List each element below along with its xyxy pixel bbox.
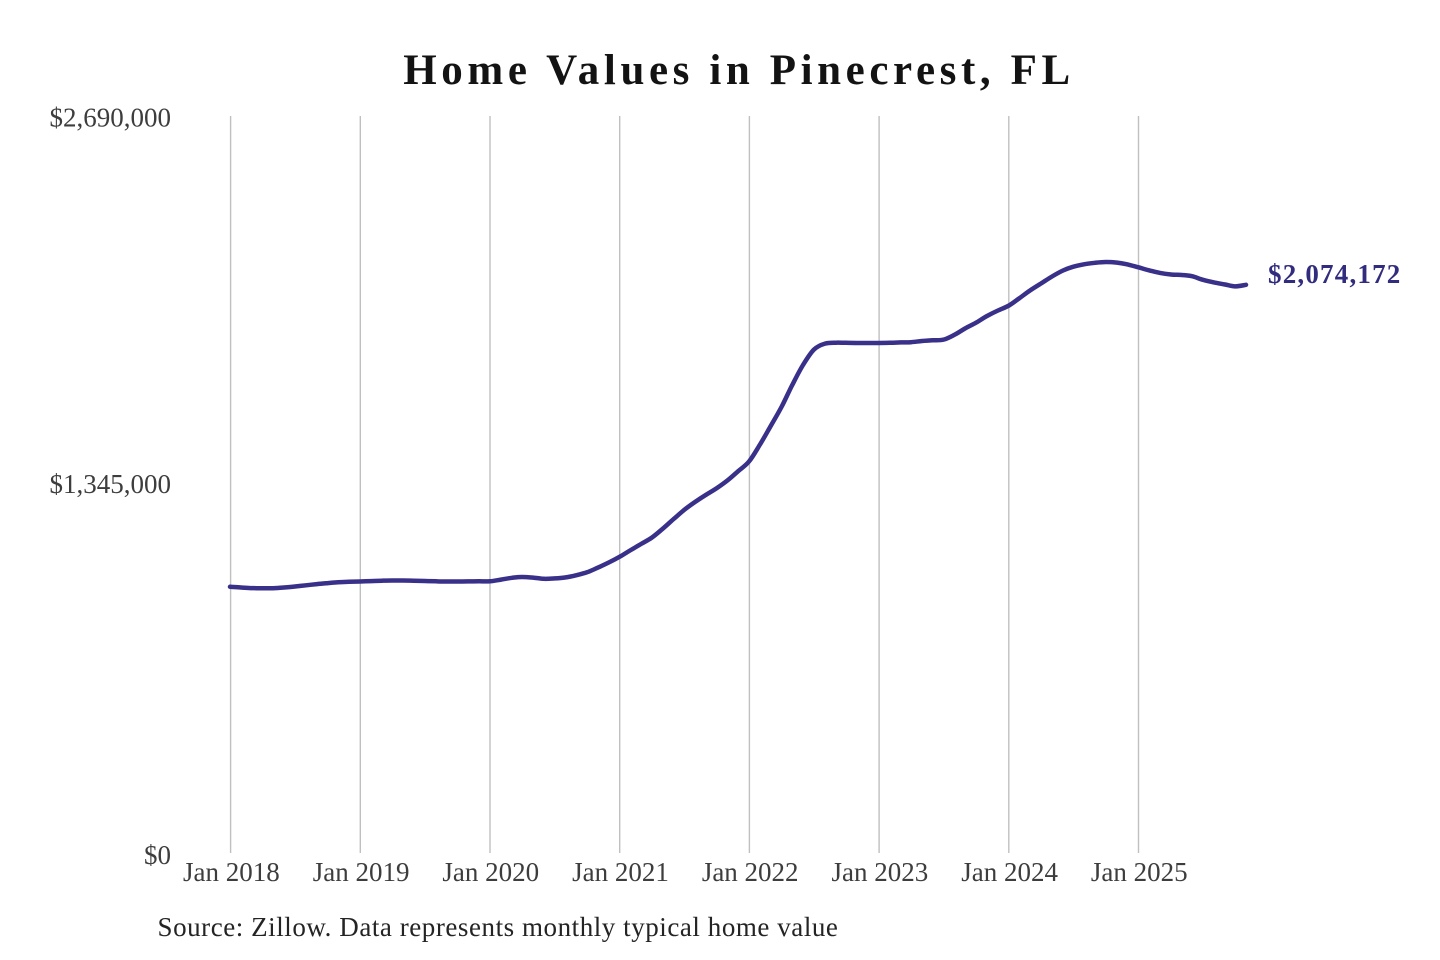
svg-text:Jan 2025: Jan 2025 [1091, 857, 1188, 887]
svg-text:Jan 2020: Jan 2020 [442, 857, 539, 887]
svg-text:Jan 2019: Jan 2019 [313, 857, 410, 887]
svg-text:Jan 2024: Jan 2024 [961, 857, 1058, 887]
svg-text:Home Values in Pinecrest, FL: Home Values in Pinecrest, FL [403, 47, 1074, 94]
svg-text:Jan 2022: Jan 2022 [702, 857, 799, 887]
svg-text:$2,074,172: $2,074,172 [1268, 259, 1402, 289]
svg-text:Jan 2018: Jan 2018 [183, 857, 280, 887]
svg-text:Jan 2021: Jan 2021 [572, 857, 669, 887]
svg-text:$2,690,000: $2,690,000 [50, 103, 172, 133]
svg-text:$1,345,000: $1,345,000 [50, 469, 172, 499]
svg-text:Jan 2023: Jan 2023 [832, 857, 929, 887]
svg-text:Source: Zillow. Data represent: Source: Zillow. Data represents monthly … [158, 912, 839, 942]
svg-text:$0: $0 [144, 840, 171, 870]
